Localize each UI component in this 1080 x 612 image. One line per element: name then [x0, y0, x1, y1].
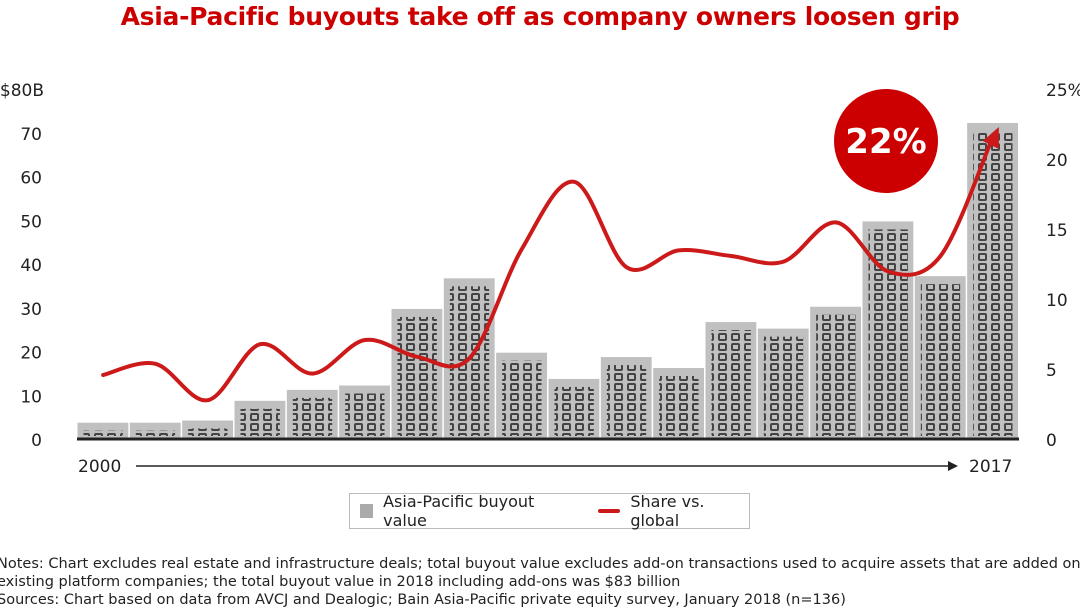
right-tick-label: 25%: [1046, 81, 1080, 101]
left-tick-label: 60: [20, 169, 42, 189]
legend-label: Share vs. global: [630, 492, 705, 530]
note-line: existing platform companies; the total b…: [0, 574, 681, 590]
left-tick-label: 0: [31, 431, 42, 451]
bar-2004: [286, 389, 338, 438]
left-tick-label: 40: [20, 256, 42, 276]
bar-windows: [502, 360, 542, 436]
bar-windows: [763, 336, 804, 436]
bar-2000: [77, 422, 129, 438]
bar-2005: [339, 385, 390, 438]
notes: Notes: Chart excludes real estate and in…: [0, 555, 1080, 609]
bar-windows: [188, 428, 228, 436]
bar-2016: [914, 276, 966, 438]
right-tick-label: 10: [1046, 291, 1068, 311]
annotation-badge: [834, 89, 938, 193]
bar-windows: [659, 376, 699, 436]
bar-2017: [967, 123, 1018, 438]
bar-windows: [345, 393, 385, 436]
bar-windows: [397, 316, 437, 436]
left-tick-label: 20: [20, 344, 42, 364]
right-tick-label: 5: [1046, 361, 1057, 381]
bar-windows: [135, 430, 176, 436]
bar-windows: [606, 365, 647, 436]
bar-windows: [920, 284, 961, 436]
bar-windows: [449, 286, 490, 436]
bar-windows: [292, 397, 333, 436]
x-tick-label: 2000: [78, 457, 121, 477]
bar-windows: [973, 131, 1013, 436]
annotation-text: 22%: [845, 122, 926, 162]
bar-2010: [600, 357, 652, 438]
bar-2006: [391, 308, 443, 438]
legend: Asia-Pacific buyout value Share vs. glob…: [349, 492, 750, 530]
legend-swatch-bar: [360, 504, 374, 518]
right-tick-label: 0: [1046, 431, 1057, 451]
bar-windows: [83, 430, 123, 436]
right-tick-label: 15: [1046, 221, 1068, 241]
bar-2013: [757, 328, 809, 438]
note-line: Notes: Chart excludes real estate and in…: [0, 556, 1080, 572]
bar-windows: [240, 408, 280, 436]
bar-windows: [554, 386, 594, 436]
left-tick-label: 30: [20, 300, 42, 320]
right-tick-label: 20: [1046, 151, 1068, 171]
legend-label: Asia-Pacific buyout value: [383, 492, 535, 530]
legend-item-share: Share vs. global: [580, 492, 749, 530]
legend-swatch-line: [598, 509, 621, 513]
chart-title: Asia-Pacific buyouts take off as company…: [120, 2, 960, 31]
time-arrow-head: [948, 461, 958, 471]
left-tick-label: $80B: [0, 81, 44, 101]
share-arrowhead: [982, 127, 999, 149]
note-line: Sources: Chart based on data from AVCJ a…: [0, 592, 846, 608]
bar-2009: [548, 378, 600, 438]
bar-windows: [711, 330, 751, 436]
left-tick-label: 10: [20, 387, 42, 407]
bar-2012: [705, 322, 757, 438]
x-tick-label: 2017: [969, 457, 1012, 477]
bar-2007: [443, 278, 495, 438]
bar-windows: [816, 314, 856, 436]
left-tick-label: 70: [20, 125, 42, 145]
legend-item-buyout-value: Asia-Pacific buyout value: [360, 492, 570, 530]
bar-2011: [653, 368, 704, 438]
bar-2008: [496, 352, 547, 438]
bar-2002: [182, 420, 233, 438]
bar-2001: [129, 422, 181, 438]
bar-2014: [810, 306, 861, 438]
bar-2003: [234, 400, 286, 438]
left-tick-label: 50: [20, 212, 42, 232]
